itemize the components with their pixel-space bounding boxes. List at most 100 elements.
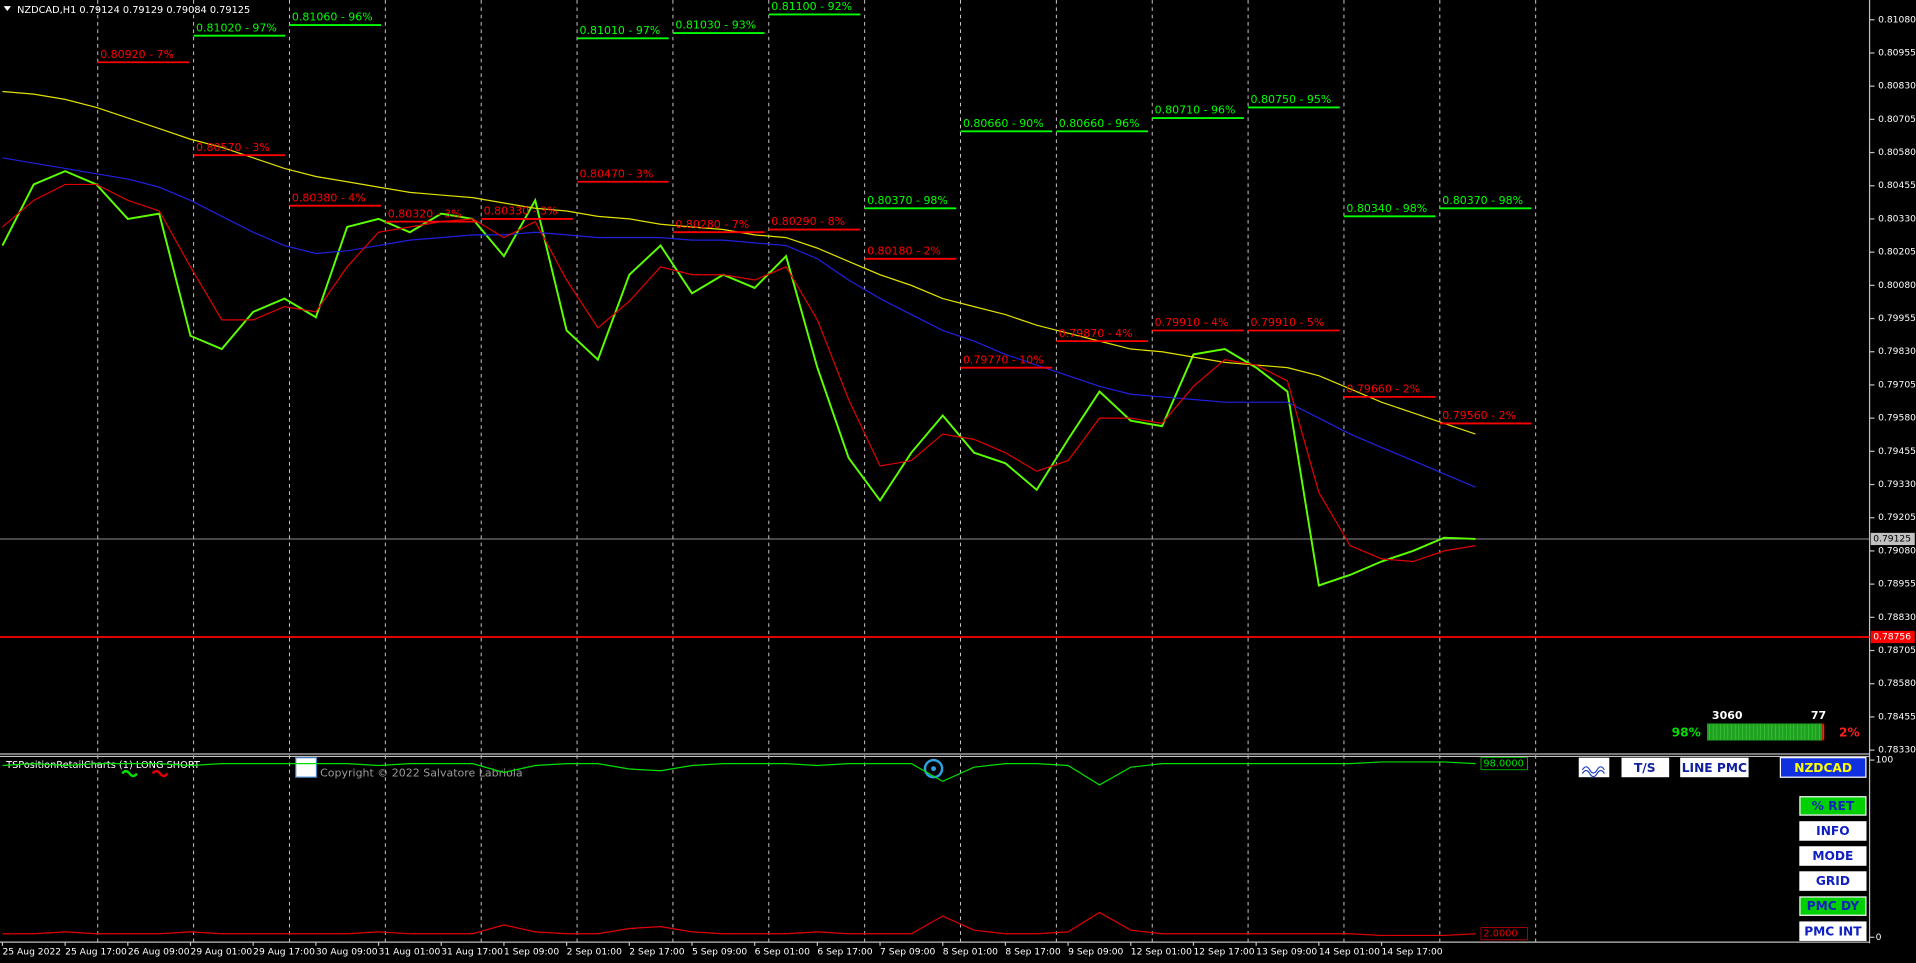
x-tick-label: 29 Aug 17:00 bbox=[253, 946, 315, 957]
y-tick-label: 0.80330 bbox=[1878, 213, 1916, 224]
level-label: 0.80710 - 96% bbox=[1155, 104, 1236, 117]
panel-button-label[interactable]: % RET bbox=[1812, 799, 1855, 813]
y-tick-label: 0.81080 bbox=[1878, 14, 1916, 25]
y-tick-label: 0.79330 bbox=[1878, 479, 1916, 490]
short-count: 77 bbox=[1811, 709, 1826, 722]
level-label: 0.79910 - 4% bbox=[1155, 316, 1229, 329]
y-tick-label: 100 bbox=[1876, 755, 1894, 766]
y-tick-label: 0.79080 bbox=[1878, 545, 1916, 556]
x-tick-label: 2 Sep 17:00 bbox=[629, 946, 684, 957]
level-label: 0.80280 - 7% bbox=[675, 218, 749, 231]
menu-arrow[interactable] bbox=[3, 6, 11, 12]
series-line bbox=[2, 761, 1476, 786]
panel-button[interactable] bbox=[1799, 871, 1867, 891]
panel-button[interactable] bbox=[1799, 921, 1867, 941]
y-tick-label: 0.80955 bbox=[1878, 47, 1916, 58]
wave-icon bbox=[1581, 766, 1605, 778]
x-tick-label: 5 Sep 09:00 bbox=[692, 946, 747, 957]
level-label: 0.79870 - 4% bbox=[1059, 327, 1133, 340]
level-label: 0.80470 - 3% bbox=[580, 167, 654, 180]
y-tick-label: 0.78580 bbox=[1878, 678, 1916, 689]
panel-button-label[interactable]: GRID bbox=[1816, 874, 1850, 888]
panel-button-label[interactable]: PMC DY bbox=[1807, 899, 1860, 913]
level-label: 0.79770 - 10% bbox=[963, 353, 1044, 366]
x-tick-label: 8 Sep 01:00 bbox=[943, 946, 998, 957]
level-label: 0.80370 - 98% bbox=[1442, 194, 1523, 207]
x-tick-label: 6 Sep 01:00 bbox=[755, 946, 810, 957]
y-tick-label: 0.79830 bbox=[1878, 346, 1916, 357]
panel-button[interactable] bbox=[1799, 821, 1867, 841]
panel-button-label[interactable]: MODE bbox=[1812, 849, 1853, 863]
target-icon bbox=[923, 758, 944, 779]
panel-button[interactable] bbox=[1799, 796, 1867, 816]
y-tick-label: 0.78455 bbox=[1878, 711, 1916, 722]
level-label: 0.79560 - 2% bbox=[1442, 409, 1516, 422]
panel-buttons: % RET INFO MODE GRID PMC DY PMC INT bbox=[1799, 796, 1867, 941]
level-label: 0.80660 - 96% bbox=[1059, 117, 1140, 130]
level-label: 0.80660 - 90% bbox=[963, 117, 1044, 130]
price-level-box bbox=[1870, 532, 1915, 546]
y-tick-label: 0.80705 bbox=[1878, 114, 1916, 125]
y-tick-label: 0.79705 bbox=[1878, 379, 1916, 390]
x-tick-label: 30 Aug 09:00 bbox=[316, 946, 378, 957]
price-level-box bbox=[1870, 630, 1915, 644]
level-label: 0.80290 - 8% bbox=[771, 215, 845, 228]
level-label: 0.80920 - 7% bbox=[100, 48, 174, 61]
y-tick-label: 0.78705 bbox=[1878, 645, 1916, 656]
y-tick-label: 0.78330 bbox=[1878, 745, 1916, 756]
end-label: 98.0000 bbox=[1483, 759, 1523, 770]
x-tick-label: 31 Aug 17:00 bbox=[441, 946, 503, 957]
x-tick-label: 25 Aug 2022 bbox=[2, 946, 61, 957]
y-tick-label: 0.80205 bbox=[1878, 247, 1916, 258]
toolbar-button-label[interactable]: T/S bbox=[1634, 761, 1656, 775]
level-label: 0.80570 - 3% bbox=[196, 141, 270, 154]
panel-button[interactable] bbox=[1799, 896, 1867, 916]
panel-button-label[interactable]: PMC INT bbox=[1804, 924, 1862, 938]
level-label: 0.80750 - 95% bbox=[1251, 93, 1332, 106]
x-tick-label: 2 Sep 01:00 bbox=[567, 946, 622, 957]
y-tick-label: 0.79955 bbox=[1878, 313, 1916, 324]
level-label: 0.80370 - 98% bbox=[867, 194, 948, 207]
x-tick-label: 25 Aug 17:00 bbox=[65, 946, 127, 957]
price-line bbox=[1, 170, 1476, 587]
y-tick-label: 0.80830 bbox=[1878, 81, 1916, 92]
y-tick-label: 0.80455 bbox=[1878, 180, 1916, 191]
x-tick-label: 31 Aug 01:00 bbox=[379, 946, 441, 957]
level-label: 0.81030 - 93% bbox=[675, 19, 756, 32]
level-label: 0.80380 - 4% bbox=[292, 191, 366, 204]
end-label-box bbox=[1480, 757, 1528, 771]
x-tick-label: 1 Sep 09:00 bbox=[504, 946, 559, 957]
toolbar: T/S LINE PMC NZDCAD bbox=[1578, 757, 1867, 778]
toolbar-button-label[interactable]: LINE PMC bbox=[1682, 761, 1747, 775]
symbol-button-label[interactable]: NZDCAD bbox=[1794, 761, 1852, 775]
level-label: 0.80330 - 3% bbox=[484, 205, 558, 218]
short-icon bbox=[151, 769, 169, 778]
level-label: 0.80340 - 98% bbox=[1346, 202, 1427, 215]
series-line bbox=[2, 911, 1476, 937]
x-tick-label: 14 Sep 01:00 bbox=[1319, 946, 1380, 957]
wave-button[interactable] bbox=[1578, 757, 1610, 778]
x-tick-label: 26 Aug 09:00 bbox=[128, 946, 190, 957]
y-tick-label: 0.79455 bbox=[1878, 446, 1916, 457]
x-tick-label: 6 Sep 17:00 bbox=[817, 946, 872, 957]
x-tick-label: 7 Sep 09:00 bbox=[880, 946, 935, 957]
toolbar-button[interactable] bbox=[1680, 757, 1749, 778]
level-label: 0.80180 - 2% bbox=[867, 244, 941, 257]
level-label: 0.79910 - 5% bbox=[1251, 316, 1325, 329]
long-icon bbox=[121, 769, 138, 778]
y-tick-label: 0 bbox=[1876, 932, 1882, 943]
y-tick-label: 0.78830 bbox=[1878, 612, 1916, 623]
x-tick-label: 12 Sep 17:00 bbox=[1193, 946, 1254, 957]
x-tick-label: 8 Sep 17:00 bbox=[1005, 946, 1060, 957]
x-tick-label: 12 Sep 01:00 bbox=[1131, 946, 1192, 957]
symbol-header: NZDCAD,H1 0.79124 0.79129 0.79084 0.7912… bbox=[17, 5, 250, 16]
price-level-label: 0.79125 bbox=[1873, 533, 1911, 544]
panel-button-label[interactable]: INFO bbox=[1816, 824, 1849, 838]
toolbar-button[interactable] bbox=[1621, 757, 1670, 778]
symbol-button[interactable] bbox=[1779, 757, 1867, 778]
panel-button[interactable] bbox=[1799, 846, 1867, 866]
series-line bbox=[2, 183, 1476, 563]
short-pct: 2% bbox=[1839, 726, 1860, 740]
